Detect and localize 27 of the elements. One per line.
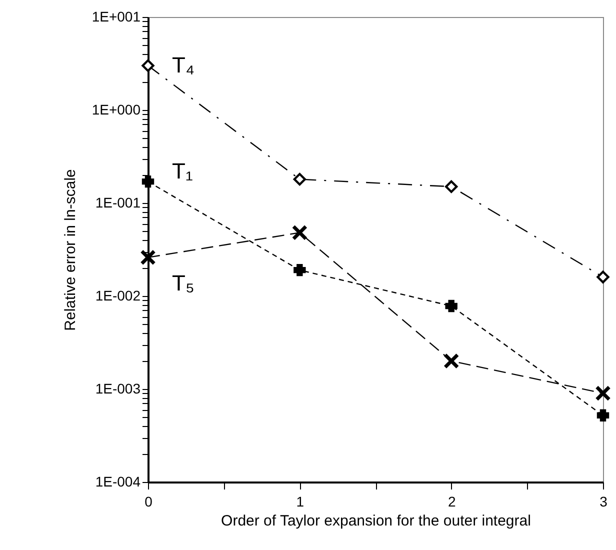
x-tick-label: 0 (144, 494, 153, 510)
point (142, 175, 154, 188)
point (595, 385, 611, 402)
point (443, 353, 460, 369)
x-tick-label: 1 (296, 494, 304, 510)
series-label: T₅ (172, 270, 194, 296)
point (140, 250, 156, 266)
series-label: T₁ (172, 158, 193, 184)
point (294, 264, 306, 276)
x-tick-label: 2 (448, 494, 456, 510)
series-label: T₄ (172, 52, 194, 78)
y-tick-label: 1E+000 (92, 102, 141, 118)
y-tick-label: 1E-003 (95, 380, 141, 396)
y-tick-label: 1E-001 (95, 194, 141, 210)
point (293, 172, 306, 186)
point (596, 409, 610, 422)
y-tick-label: 1E+001 (92, 8, 141, 24)
x-tick-label: 3 (600, 494, 608, 510)
point (292, 224, 308, 241)
x-axis-title: Order of Taylor expansion for the outer integral (221, 512, 531, 530)
y-axis-title: Relative error in ln-scale (62, 169, 79, 331)
point (445, 300, 458, 312)
y-tick-label: 1E-004 (95, 474, 141, 490)
point (142, 59, 154, 72)
point (444, 180, 458, 193)
y-tick-label: 1E-002 (95, 288, 141, 304)
point (596, 270, 610, 284)
